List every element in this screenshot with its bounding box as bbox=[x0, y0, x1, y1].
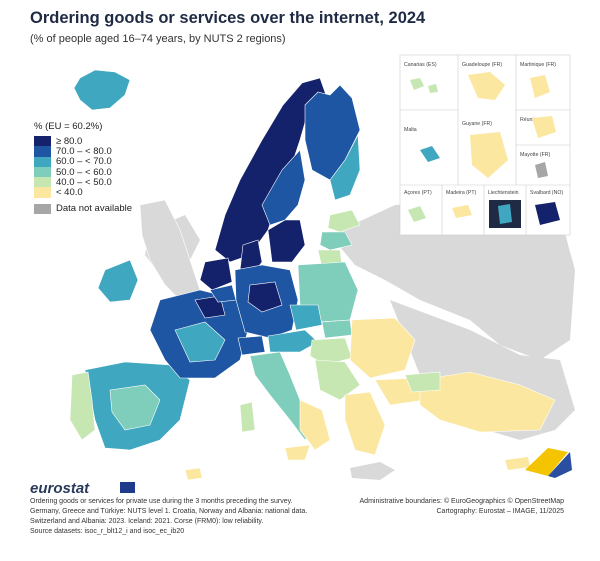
legend-swatch bbox=[34, 136, 51, 147]
legend-swatch bbox=[34, 177, 51, 188]
map-title: Ordering goods or services over the inte… bbox=[30, 9, 426, 27]
legend-label: < 40.0 bbox=[56, 187, 83, 199]
eurostat-logo-mark bbox=[525, 448, 572, 478]
inset-label-guadeloupe: Guadeloupe (FR) bbox=[462, 62, 502, 68]
region-iceland bbox=[73, 69, 131, 111]
footnote: Ordering goods or services for private u… bbox=[30, 497, 310, 537]
inset-label-liechtenstein: Liechtenstein bbox=[488, 190, 519, 196]
legend-item: ≥ 80.0 bbox=[34, 135, 132, 147]
inset-label-acores: Açores (PT) bbox=[404, 190, 432, 196]
credits: Administrative boundaries: © EuroGeograp… bbox=[360, 497, 564, 517]
legend-swatch bbox=[34, 156, 51, 167]
legend-swatch bbox=[34, 166, 51, 178]
inset-label-canarias: Canarias (ES) bbox=[404, 62, 437, 68]
legend-swatch bbox=[34, 187, 51, 198]
inset-label-madeira: Madeira (PT) bbox=[446, 190, 477, 196]
inset-label-malta: Malta bbox=[404, 127, 417, 133]
legend-label: 40.0 – < 50.0 bbox=[56, 176, 112, 188]
map-subtitle: (% of people aged 16–74 years, by NUTS 2… bbox=[30, 33, 286, 45]
inset-shapes bbox=[408, 72, 560, 228]
region-group-british-isles bbox=[97, 199, 201, 303]
footnote-text: Ordering goods or services for private u… bbox=[30, 498, 308, 525]
eu-flag-icon bbox=[120, 482, 135, 493]
legend-label: Data not available bbox=[56, 203, 133, 215]
region-group-germany bbox=[234, 264, 299, 339]
legend-swatch bbox=[34, 146, 51, 157]
region-group-baltics bbox=[317, 209, 361, 269]
region-group-scandinavia bbox=[214, 77, 361, 263]
region-group-benelux bbox=[199, 257, 237, 303]
region-group-iberia bbox=[69, 361, 203, 481]
legend-item: 50.0 – < 60.0 bbox=[34, 166, 132, 178]
inset-label-svalbard: Svalbard (NO) bbox=[530, 190, 563, 196]
eurostat-wordmark: eurostat bbox=[30, 480, 90, 497]
legend-item: 40.0 – < 50.0 bbox=[34, 176, 132, 188]
legend-swatch bbox=[34, 203, 51, 215]
credits-boundaries: Administrative boundaries: © EuroGeograp… bbox=[359, 498, 564, 505]
insets-panel: Canarias (ES) Guadeloupe (FR) Martinique… bbox=[399, 54, 571, 236]
credits-cartography: Cartography: Eurostat – IMAGE, 11/2025 bbox=[436, 508, 565, 515]
legend-item: < 40.0 bbox=[34, 187, 132, 199]
region-cyprus bbox=[505, 457, 530, 470]
inset-label-martinique: Martinique (FR) bbox=[520, 62, 556, 68]
region-group-central-europe bbox=[289, 261, 359, 366]
legend-item-not-available: Data not available bbox=[34, 203, 133, 215]
region-group-alps bbox=[237, 329, 319, 356]
region-group-italy bbox=[239, 351, 331, 461]
region-group-southeast-europe bbox=[314, 317, 556, 456]
inset-label-guyane: Guyane (FR) bbox=[462, 121, 492, 127]
legend-label: 70.0 – < 80.0 bbox=[56, 145, 112, 157]
inset-label-mayotte: Mayotte (FR) bbox=[520, 152, 551, 158]
source-datasets: Source datasets: isoc_r_blt12_i and isoc… bbox=[30, 528, 185, 535]
legend: % (EU = 60.2%) ≥ 80.0 70.0 – < 80.0 60.0… bbox=[34, 121, 132, 214]
legend-item: 70.0 – < 80.0 bbox=[34, 145, 132, 157]
legend-title: % (EU = 60.2%) bbox=[34, 121, 103, 132]
legend-label: ≥ 80.0 bbox=[56, 135, 83, 147]
legend-label: 50.0 – < 60.0 bbox=[56, 166, 112, 178]
legend-label: 60.0 – < 70.0 bbox=[56, 156, 112, 168]
region-group-france bbox=[149, 289, 249, 379]
legend-item: 60.0 – < 70.0 bbox=[34, 156, 132, 168]
